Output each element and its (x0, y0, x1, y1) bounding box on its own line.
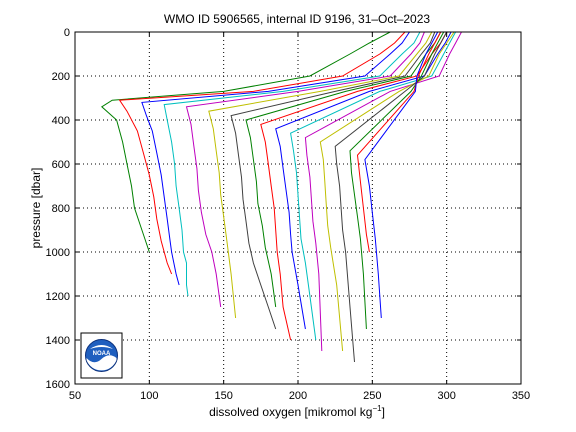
series-line-4 (163, 31, 421, 297)
x-tick-label: 250 (363, 390, 381, 402)
x-axis-label-superscript: −1 (372, 404, 382, 413)
x-axis: 50 100 150 200 250 300 350 (69, 32, 530, 402)
noaa-logo: NOAA (80, 332, 123, 379)
x-tick-label: 300 (437, 390, 455, 402)
grid (75, 32, 521, 384)
series-line-16 (356, 31, 442, 253)
y-tick-label: 1600 (46, 379, 70, 391)
logo-bird-icon (90, 345, 113, 349)
series-line-6 (208, 31, 433, 319)
logo-wave-icon (86, 355, 117, 371)
x-axis-label-end: ] (382, 405, 385, 419)
series-line-17 (364, 31, 439, 319)
x-tick-label: 50 (69, 390, 81, 402)
series-line-2 (118, 31, 406, 275)
series-line-10 (275, 31, 452, 330)
series-line-9 (260, 31, 448, 341)
chart-title: WMO ID 5906565, internal ID 9196, 31–Oct… (164, 12, 430, 26)
x-tick-label: 200 (289, 390, 307, 402)
series-line-12 (304, 31, 462, 352)
y-tick-label: 1200 (46, 291, 70, 303)
y-tick-label: 400 (52, 115, 70, 127)
y-axis-label: pressure [dbar] (29, 168, 43, 249)
series-line-5 (185, 31, 425, 308)
x-tick-label: 100 (140, 390, 158, 402)
logo-text: NOAA (93, 351, 111, 357)
series-line-1 (100, 31, 391, 253)
y-tick-label: 1000 (46, 247, 70, 259)
series-line-11 (290, 31, 457, 341)
x-axis-label-main: dissolved oxygen [mikromol kg (209, 405, 372, 419)
series-line-7 (230, 31, 436, 330)
y-tick-label: 0 (64, 27, 70, 39)
y-tick-label: 200 (52, 71, 70, 83)
series-line-13 (319, 31, 455, 352)
series-lines (100, 31, 462, 363)
y-tick-label: 600 (52, 159, 70, 171)
series-line-8 (245, 31, 442, 308)
x-axis-label: dissolved oxygen [mikromol kg−1] (209, 404, 385, 419)
y-tick-label: 800 (52, 203, 70, 215)
y-axis: 0 200 400 600 800 1000 1200 1400 1600 (46, 27, 521, 391)
x-tick-label: 350 (512, 390, 530, 402)
series-line-3 (141, 31, 410, 286)
y-tick-label: 1400 (46, 335, 70, 347)
series-line-15 (349, 31, 445, 330)
x-tick-label: 150 (214, 390, 232, 402)
series-line-14 (334, 31, 448, 363)
